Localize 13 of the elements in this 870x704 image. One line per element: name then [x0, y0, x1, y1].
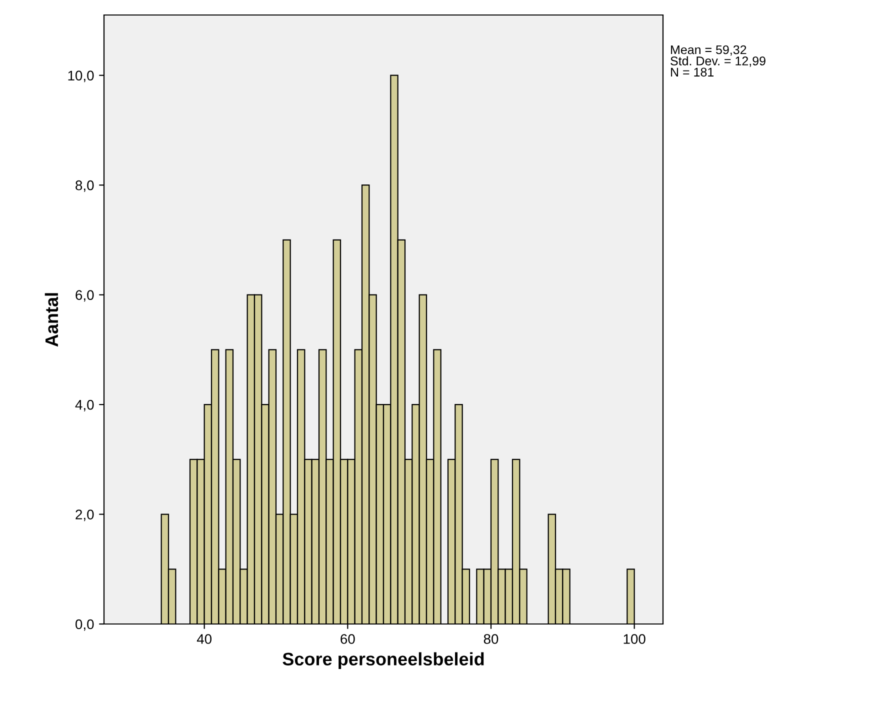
y-tick-label: 8,0 — [76, 180, 94, 192]
x-tick-label: 60 — [340, 634, 355, 644]
y-tick-label: 10,0 — [68, 70, 94, 82]
x-tick-label: 40 — [196, 634, 212, 644]
y-tick-label: 6,0 — [76, 290, 94, 302]
y-tick-label: 4,0 — [75, 400, 94, 412]
y-axis-title: Aantal — [44, 293, 58, 347]
x-tick-label: 80 — [484, 634, 498, 644]
x-axis-title: Score personeelsbeleid — [282, 652, 484, 670]
y-tick-label: 2,0 — [76, 510, 94, 522]
x-tick-label: 100 — [624, 634, 646, 644]
y-tick-label: 0,0 — [76, 619, 94, 631]
text: Mean = 59,32 Std. Dev. = 12,99 N = 181 — [670, 45, 766, 77]
